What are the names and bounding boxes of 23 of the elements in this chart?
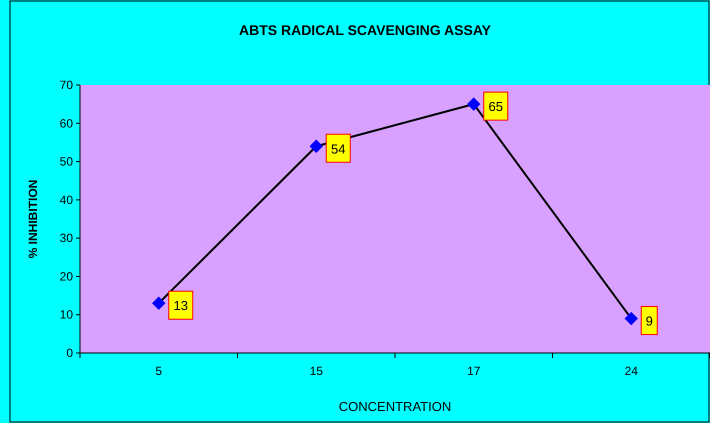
y-tick-label: 50	[60, 154, 74, 169]
x-axis-title: CONCENTRATION	[338, 399, 452, 414]
y-axis-title: % INHIBITION	[26, 180, 40, 258]
x-tick-label: 15	[310, 364, 324, 378]
y-tick-label: 20	[60, 269, 74, 284]
y-tick-label: 70	[60, 78, 74, 92]
x-tick-label: 24	[624, 364, 638, 378]
x-tick-label: 5	[155, 364, 162, 378]
y-tick-label: 60	[60, 116, 74, 130]
chart-title: ABTS RADICAL SCAVENGING ASSAY	[238, 22, 492, 38]
point	[310, 140, 323, 153]
data-label: 65	[488, 99, 503, 114]
point	[624, 312, 638, 326]
y-tick-label: 0	[66, 346, 74, 360]
x-tick-label: 17	[467, 364, 481, 378]
data-label: 54	[331, 141, 346, 156]
y-tick-label: 10	[60, 308, 74, 322]
point	[467, 98, 480, 111]
data-label: 9	[646, 314, 653, 329]
point	[152, 296, 166, 310]
y-tick-label: 40	[60, 192, 74, 207]
data-label: 13	[174, 298, 188, 314]
y-tick-label: 30	[60, 231, 74, 246]
